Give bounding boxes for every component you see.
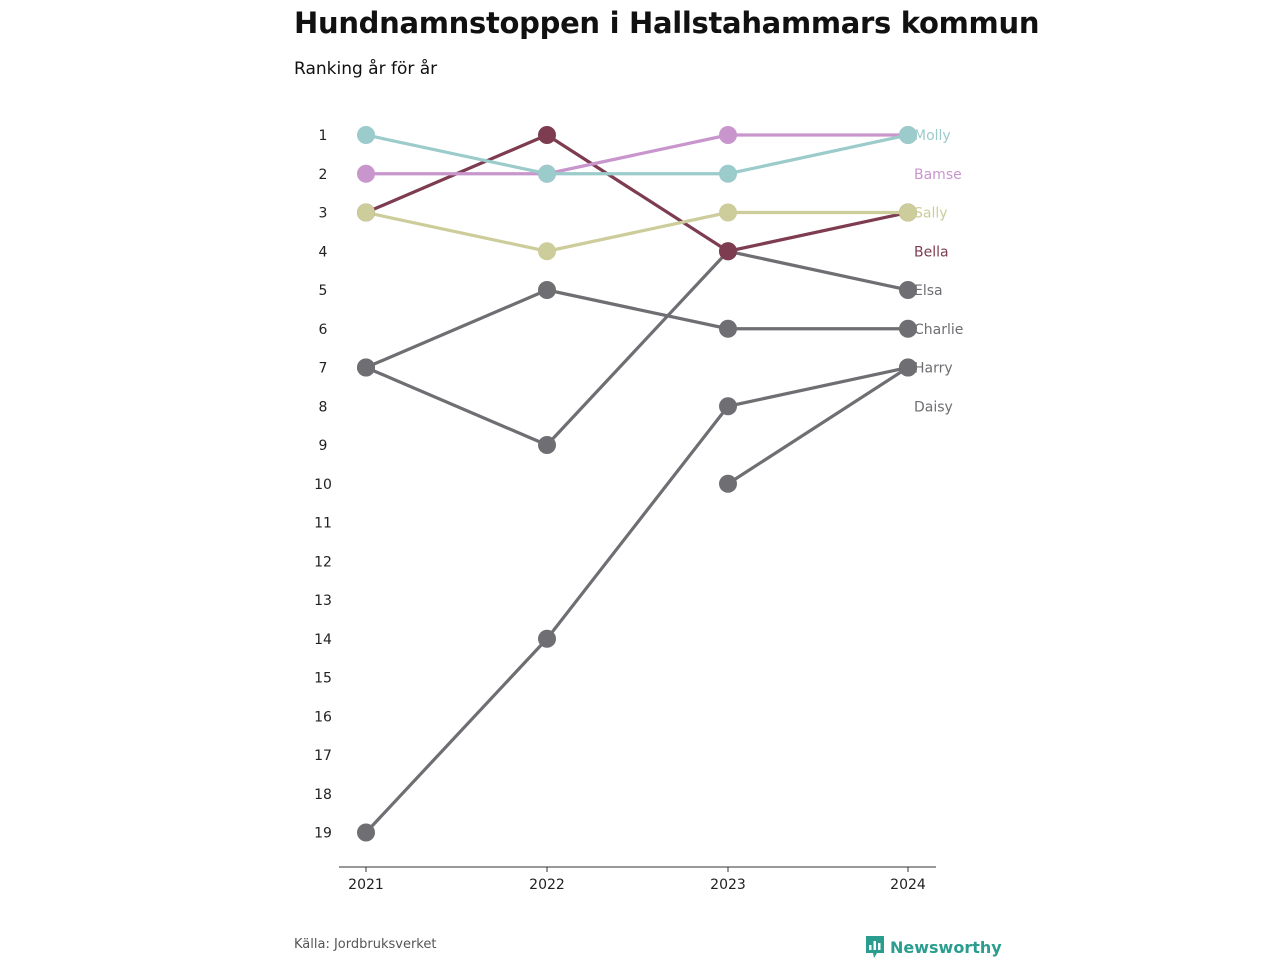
y-tick-label: 10 [314,477,332,493]
brand-logo[interactable]: Newsworthy [865,935,1002,959]
y-tick-label: 5 [319,283,328,299]
data-point-bamse [719,126,737,144]
data-point-charlie [899,319,917,338]
series-lines [364,133,910,835]
series-line-bamse [364,133,910,176]
data-point-elsa [538,436,556,454]
x-tick-label: 2021 [348,877,384,893]
y-tick-label: 16 [314,709,332,725]
series-line-elsa [364,249,910,447]
brand-name: Newsworthy [890,937,1002,957]
x-tick-label: 2024 [890,877,926,893]
data-point-bella [538,126,556,144]
series-line-molly [364,133,910,176]
y-tick-label: 11 [314,516,332,532]
y-tick-label: 14 [314,632,332,648]
y-tick-label: 3 [319,206,328,222]
y-tick-label: 17 [314,748,332,764]
y-tick-label: 9 [319,438,328,454]
data-point-daisy [719,397,737,416]
data-point-bamse [357,164,375,183]
series-label-sally: Sally [914,206,948,222]
data-point-harry [899,358,917,377]
data-point-harry [719,474,737,493]
y-tick-label: 19 [314,826,332,842]
y-tick-label: 18 [314,787,332,803]
y-tick-label: 7 [319,361,328,377]
series-label-bamse: Bamse [914,167,962,183]
newsworthy-logo-icon [866,936,884,958]
series-label-molly: Molly [914,128,951,144]
data-point-bella [719,242,737,261]
chart-title: Hundnamnstoppen i Hallstahammars kommun [294,6,1040,40]
y-tick-label: 6 [319,322,328,338]
series-line-sally [364,210,910,253]
data-point-molly [538,164,556,183]
series-label-charlie: Charlie [914,322,963,338]
series-label-bella: Bella [914,244,949,260]
data-point-molly [357,126,375,144]
series-points [357,126,917,842]
data-point-molly [899,126,917,144]
y-tick-label: 8 [319,399,328,415]
y-tick-label: 2 [319,167,328,183]
y-tick-label: 15 [314,671,332,687]
y-tick-label: 1 [319,128,328,144]
series-line-charlie [364,288,910,370]
series-line-daisy [364,365,910,835]
y-tick-label: 13 [314,593,332,609]
y-tick-label: 4 [319,244,328,260]
data-point-daisy [538,629,556,648]
data-point-molly [719,164,737,183]
data-point-sally [538,242,556,261]
data-point-elsa [357,358,375,377]
data-point-elsa [899,281,917,299]
x-tick-label: 2023 [710,877,746,893]
series-line-harry [726,365,910,486]
data-point-sally [899,203,917,222]
data-point-sally [357,203,375,222]
data-point-charlie [538,281,556,299]
series-labels: Molly Bamse Sally Bella Elsa Charlie Harry Dais… [914,128,963,415]
series-label-harry: Harry [914,361,953,377]
data-point-charlie [719,319,737,338]
series-label-daisy: Daisy [914,399,953,415]
chart-subtitle: Ranking år för år [294,59,438,79]
x-axis: 2021 2022 2023 2024 [339,866,936,893]
data-point-sally [719,203,737,222]
source-note: Källa: Jordbruksverket [294,937,437,952]
x-tick-label: 2022 [529,877,565,893]
y-tick-label: 12 [314,554,332,570]
series-label-elsa: Elsa [914,283,943,299]
data-point-daisy [357,823,375,842]
